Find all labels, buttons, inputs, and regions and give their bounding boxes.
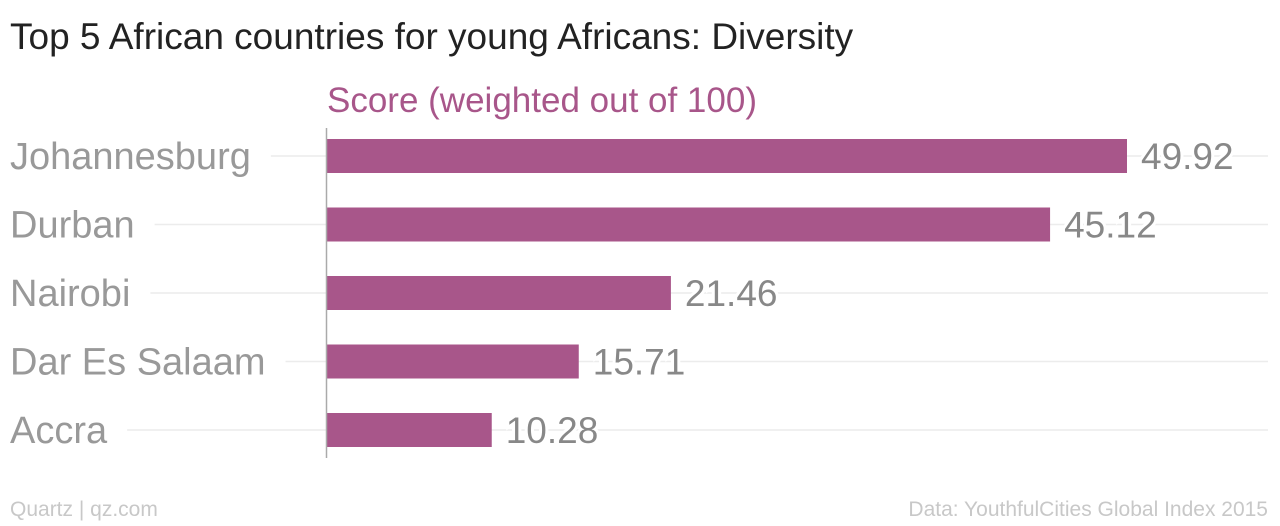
value-label: 45.12: [1064, 205, 1157, 246]
bar: [327, 139, 1127, 173]
bar: [327, 276, 671, 310]
source-credit: Quartz | qz.com: [10, 498, 158, 521]
value-label: 15.71: [593, 342, 686, 383]
category-label: Johannesburg: [10, 136, 251, 178]
bar: [327, 344, 579, 379]
category-label: Dar Es Salaam: [10, 342, 266, 384]
value-label: 10.28: [506, 410, 599, 451]
data-source: Data: YouthfulCities Global Index 2015: [908, 498, 1268, 521]
series-label: Score (weighted out of 100): [327, 81, 757, 120]
value-label: 49.92: [1141, 136, 1234, 177]
value-label: 21.46: [685, 273, 778, 314]
category-label: Accra: [10, 410, 108, 452]
bar: [327, 413, 492, 447]
bars: [327, 139, 1127, 447]
category-label: Nairobi: [10, 273, 130, 315]
chart-title: Top 5 African countries for young Africa…: [10, 16, 854, 57]
bar: [327, 207, 1051, 242]
category-labels: Johannesburg Durban Nairobi Dar Es Salaam Ac…: [10, 136, 266, 452]
value-labels: 49.92 45.12 21.46 15.71 10.28: [503, 133, 1237, 454]
category-label: Durban: [10, 205, 135, 247]
